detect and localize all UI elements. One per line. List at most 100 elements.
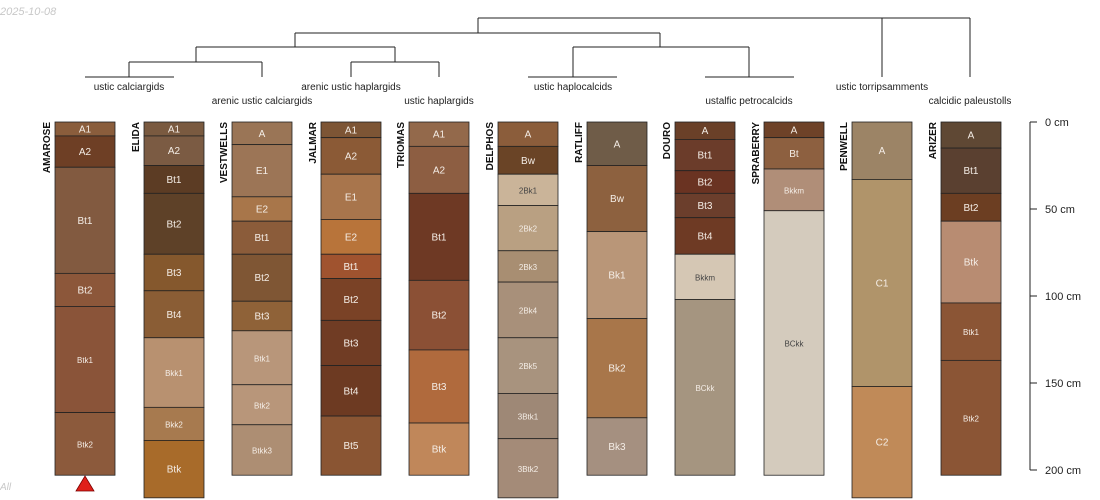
depth-tick-label: 0 cm <box>1045 117 1069 129</box>
horizon-bt4 <box>320 365 382 417</box>
date-stamp: 2025-10-08 <box>0 6 57 18</box>
horizon-label: C1 <box>876 278 889 289</box>
profile-name: ARIZER <box>928 121 939 159</box>
horizon-label: Bt3 <box>343 338 358 349</box>
horizon-bk2 <box>586 318 648 419</box>
horizon-label: 3Btk1 <box>518 413 539 422</box>
profile-penwell: A C1 C2 PENWELL <box>839 121 913 499</box>
horizon-label: Btk1 <box>77 356 94 365</box>
horizon-bt2 <box>54 272 116 307</box>
profile-name: ELIDA <box>131 122 142 152</box>
horizon-label: Bt4 <box>343 386 358 397</box>
horizon-bt1 <box>674 138 736 172</box>
horizon-bk3 <box>586 417 648 476</box>
horizon-bt <box>763 137 825 170</box>
profile-spraberry: A Bt Bkkm BCkk SPRABERRY <box>751 121 825 476</box>
horizon-bkkm <box>674 253 736 300</box>
horizon-label: Bt4 <box>166 310 181 321</box>
horizon-c1 <box>851 179 913 387</box>
horizon-btk <box>143 440 205 499</box>
horizon-label: 2Bk1 <box>519 186 538 195</box>
horizon-label: Btk <box>432 445 447 456</box>
horizon-label: A <box>791 125 798 136</box>
horizon-label: A <box>968 131 975 142</box>
profile-elida: A1 A2 Bt1 Bt2 Bt3 Bt4 Bkk1 Bkk2 Btk ELIDA <box>131 121 205 499</box>
horizon-label: A <box>525 130 532 141</box>
horizon-a1 <box>408 121 470 147</box>
taxon-label: ustic haplocalcids <box>534 82 612 93</box>
horizon-label: E1 <box>345 192 358 203</box>
horizon-label: Bt2 <box>431 311 446 322</box>
horizon-label: A <box>702 126 709 137</box>
profile-amarose: A1 A2 Bt1 Bt2 Btk1 Btk2 AMAROSE <box>42 121 116 492</box>
horizon-label: Bt3 <box>431 382 446 393</box>
horizon-label: A <box>259 129 266 140</box>
profile-jalmar: A1 A2 E1 E2 Bt1 Bt2 Bt3 Bt4 Bt5 JALMAR <box>308 121 382 476</box>
horizon-label: Bkk2 <box>165 420 183 429</box>
horizon-bkk1 <box>143 337 205 408</box>
horizon-label: Bk3 <box>608 442 626 453</box>
profile-vestwells: A E1 E2 Bt1 Bt2 Bt3 Btk1 Btk2 Btkk3 VESTWELLS <box>219 121 293 476</box>
horizon-3btk1 <box>497 393 559 440</box>
taxon-label: ustic calciargids <box>94 82 165 93</box>
horizon-label: A1 <box>168 124 181 135</box>
depth-tick-label: 200 cm <box>1045 465 1081 477</box>
horizon-a2 <box>54 135 116 168</box>
horizon-a2 <box>320 137 382 175</box>
horizon-bt1 <box>320 253 382 280</box>
profile-douro: A Bt1 Bt2 Bt3 Bt4 Bkkm BCkk DOURO <box>662 121 736 476</box>
horizon-label: Bt1 <box>431 232 446 243</box>
horizon-e2 <box>320 219 382 255</box>
horizon-bt1 <box>54 166 116 274</box>
profile-name: DOURO <box>662 122 673 159</box>
horizon-label: Bt1 <box>254 233 269 244</box>
horizon-3btk2 <box>497 438 559 499</box>
horizon-a2 <box>143 135 205 166</box>
horizon-bkk2 <box>143 406 205 441</box>
horizon-bt2 <box>940 192 1002 222</box>
horizon-bt2 <box>143 192 205 255</box>
depth-tick-label: 50 cm <box>1045 204 1075 216</box>
horizon-e2 <box>231 196 293 222</box>
horizon-label: Bt2 <box>166 219 181 230</box>
depth-tick-label: 150 cm <box>1045 378 1081 390</box>
horizon-label: Bkkm <box>695 273 715 282</box>
horizon-label: Btk <box>964 258 979 269</box>
horizon-label: Btk1 <box>963 328 980 337</box>
horizon-btk1 <box>54 306 116 413</box>
horizon-2bk3 <box>497 250 559 283</box>
horizon-label: Bt3 <box>166 268 181 279</box>
taxon-label: arenic ustic calciargids <box>212 96 313 107</box>
profile-name: TRIOMAS <box>396 122 407 168</box>
horizon-label: Btk2 <box>254 401 271 410</box>
taxon-label: ustalfic petrocalcids <box>705 96 792 107</box>
horizon-label: E2 <box>256 205 269 216</box>
dendrogram <box>85 17 971 78</box>
horizon-label: Bt2 <box>963 203 978 214</box>
horizon-2bk5 <box>497 337 559 394</box>
horizon-label: Bk2 <box>608 364 626 375</box>
horizon-e1 <box>231 144 293 198</box>
horizon-bt5 <box>320 415 382 476</box>
horizon-a <box>586 121 648 166</box>
horizon-bt2 <box>408 279 470 351</box>
horizon-label: 3Btk2 <box>518 465 539 474</box>
horizon-bt3 <box>143 253 205 292</box>
profile-name: PENWELL <box>839 122 850 171</box>
horizon-label: Bt1 <box>697 151 712 162</box>
horizon-label: Bt <box>789 149 799 160</box>
horizon-bk1 <box>586 231 648 320</box>
horizon-bt1 <box>408 192 470 281</box>
horizon-label: Btk2 <box>77 440 94 449</box>
red-triangle-icon <box>75 475 95 492</box>
profile-name: SPRABERRY <box>751 122 762 185</box>
profile-delphos: A Bw 2Bk1 2Bk2 2Bk3 2Bk4 2Bk5 3Btk1 3Btk2 DELPHOS <box>485 121 559 499</box>
horizon-label: A <box>614 139 621 150</box>
horizon-btk1 <box>940 302 1002 361</box>
horizon-label: Btk2 <box>963 414 980 423</box>
horizon-label: A2 <box>345 151 358 162</box>
horizon-label: 2Bk2 <box>519 225 538 234</box>
horizon-bt3 <box>674 192 736 219</box>
horizon-label: Bt5 <box>343 441 358 452</box>
